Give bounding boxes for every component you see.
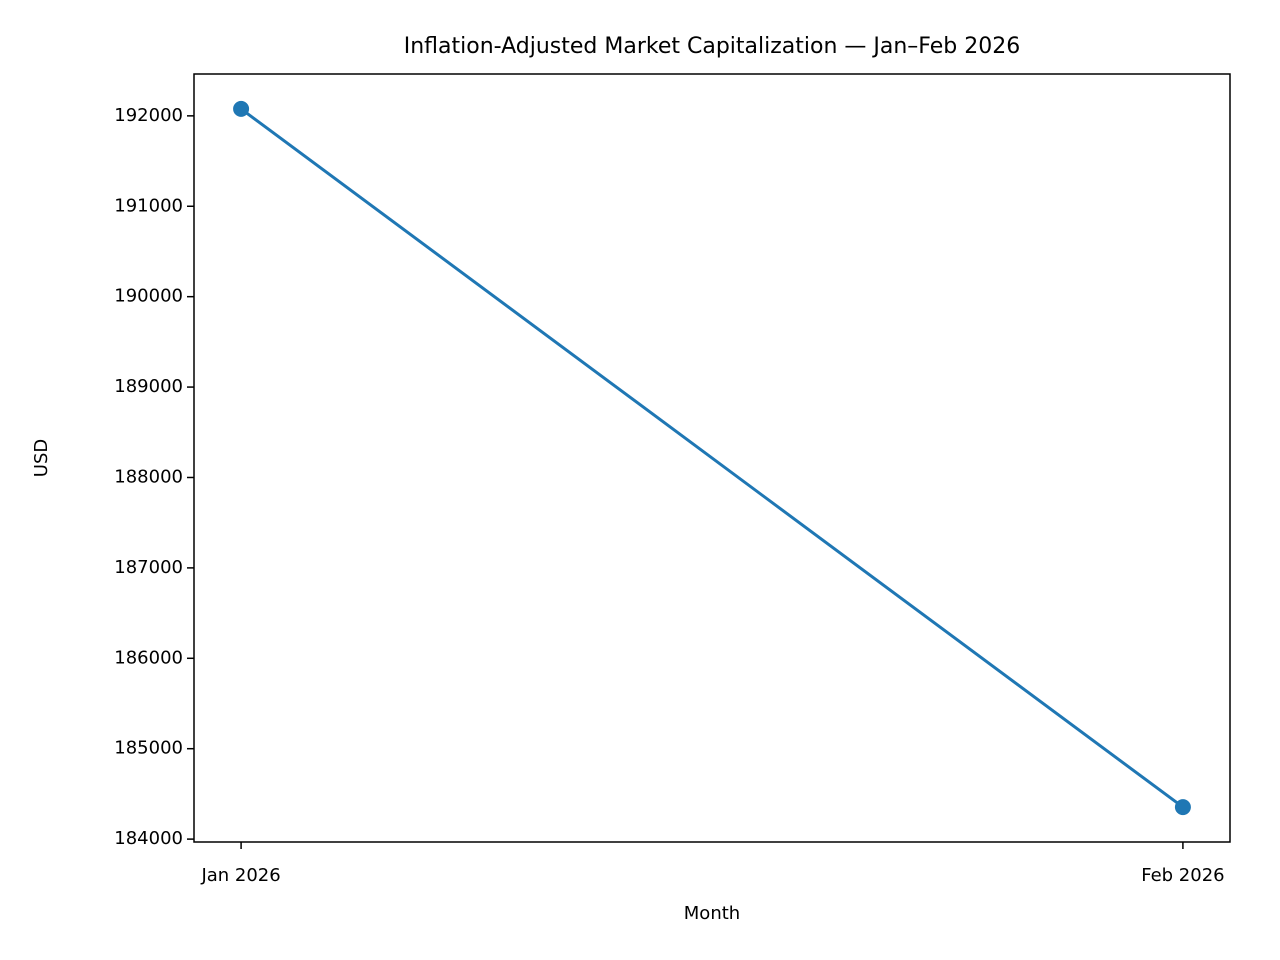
y-tick-label: 188000 — [114, 466, 183, 487]
y-tick-label: 191000 — [114, 195, 183, 216]
chart-title: Inflation-Adjusted Market Capitalization… — [404, 34, 1021, 59]
line — [240, 107, 1184, 809]
plot-frame — [193, 73, 1231, 843]
point — [1174, 799, 1191, 816]
x-axis-label: Month — [684, 903, 740, 924]
x-tick-label: Feb 2026 — [1141, 865, 1224, 886]
y-axis-label: USD — [31, 439, 52, 477]
y-tick-label: 192000 — [114, 105, 183, 126]
y-tick-label: 190000 — [114, 286, 183, 307]
y-tick-label: 186000 — [114, 647, 183, 668]
x-tick-label: Jan 2026 — [200, 865, 280, 886]
y-tick-label: 184000 — [114, 828, 183, 849]
point — [233, 100, 250, 117]
y-tick-label: 189000 — [114, 376, 183, 397]
y-tick-label: 187000 — [114, 557, 183, 578]
y-tick-label: 185000 — [114, 738, 183, 759]
